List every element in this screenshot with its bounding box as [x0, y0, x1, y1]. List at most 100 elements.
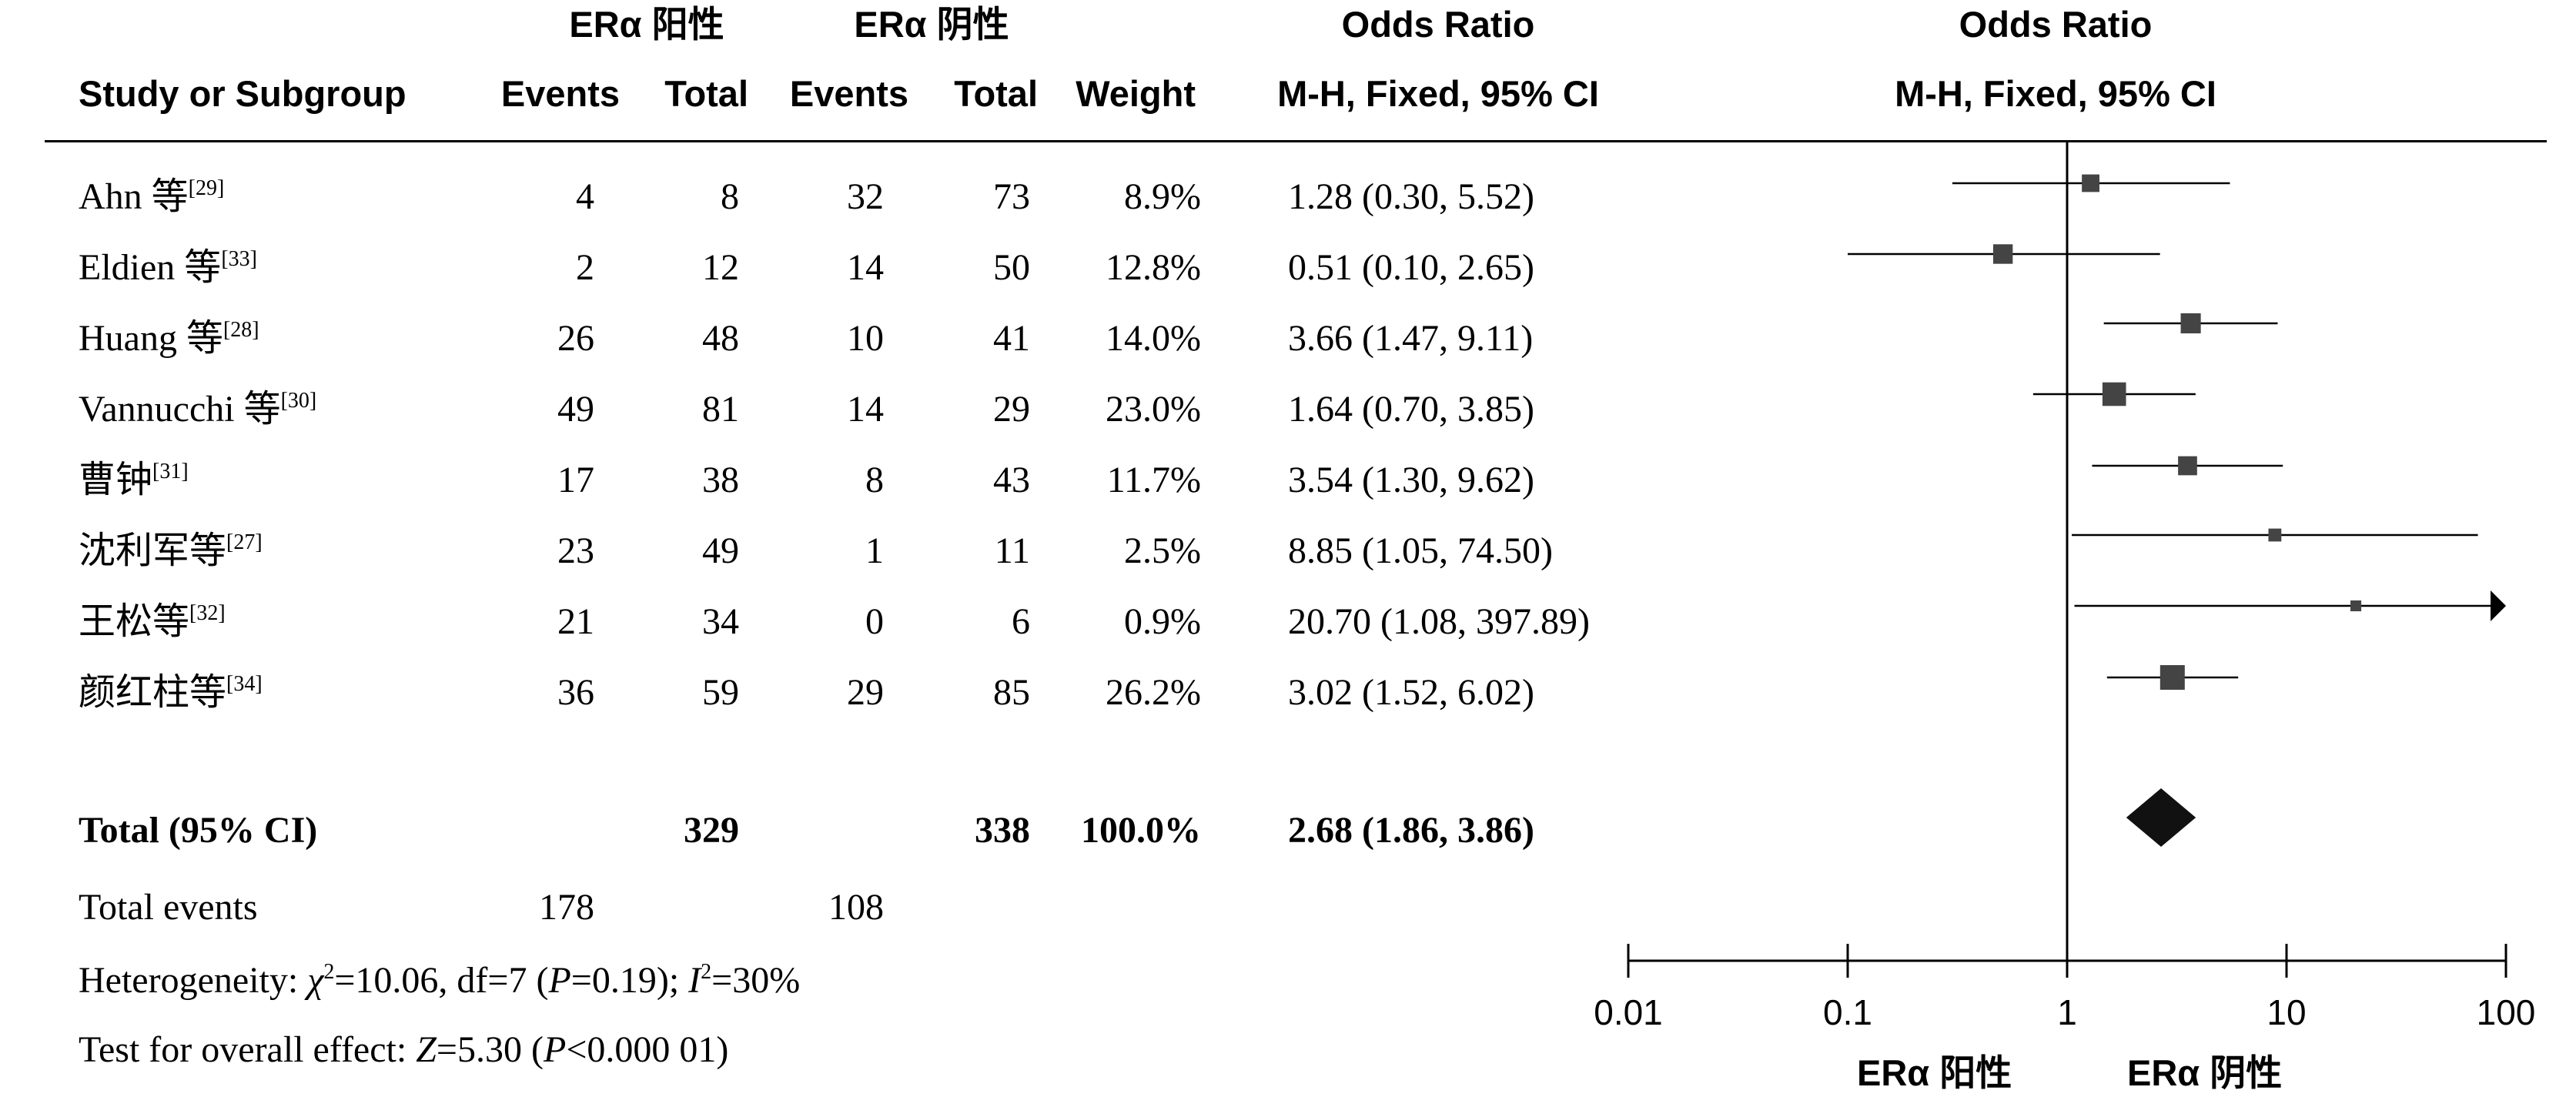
or-ci-cell: 3.02 (1.52, 6.02): [1288, 672, 1534, 713]
or-ci-cell: 20.70 (1.08, 397.89): [1288, 601, 1590, 642]
study-name: Eldien 等[33]: [79, 249, 257, 286]
total-total1: 329: [684, 810, 739, 851]
or-ci-cell: 8.85 (1.05, 74.50): [1288, 530, 1553, 571]
events2-cell: 8: [865, 460, 884, 500]
events2-cell: 29: [847, 672, 884, 713]
events1-cell: 36: [557, 672, 594, 713]
heterogeneity-text: Heterogeneity: χ2=10.06, df=7 (P=0.19); …: [79, 960, 801, 1001]
or-method-header: M-H, Fixed, 95% CI: [1277, 73, 1599, 114]
study-point-marker: [2350, 600, 2362, 612]
events2-column-header: Events: [789, 73, 908, 114]
total2-cell: 29: [993, 389, 1030, 430]
study-reference: [33]: [221, 247, 257, 271]
weight-column-header: Weight: [1076, 73, 1196, 114]
or-ci-cell: 1.28 (0.30, 5.52): [1288, 176, 1534, 217]
study-name: Huang 等[28]: [79, 318, 259, 359]
events1-cell: 21: [557, 601, 594, 642]
study-point-marker: [2082, 174, 2099, 192]
favours-left-label: ERα 阳性: [1857, 1052, 2012, 1093]
events1-column-header: Events: [500, 73, 620, 114]
total2-cell: 6: [1012, 601, 1030, 642]
events2-cell: 1: [865, 530, 884, 571]
total1-cell: 34: [702, 601, 739, 642]
study-label: 颜红柱等: [79, 672, 227, 713]
weight-cell: 26.2%: [1106, 672, 1201, 713]
total-events1: 178: [539, 887, 594, 928]
weight-cell: 11.7%: [1106, 460, 1201, 500]
or-ci-cell: 3.54 (1.30, 9.62): [1288, 460, 1534, 500]
x-tick-label: 1: [2057, 992, 2077, 1032]
overall-effect-text: Test for overall effect: Z=5.30 (P<0.000…: [79, 1029, 729, 1070]
study-label: 沈利军等: [79, 530, 227, 571]
total1-cell: 38: [702, 460, 739, 500]
events2-cell: 0: [865, 601, 884, 642]
study-label: Eldien 等: [79, 247, 222, 288]
total1-cell: 12: [702, 247, 739, 288]
total1-cell: 48: [702, 318, 739, 359]
weight-cell: 8.9%: [1124, 176, 1201, 217]
study-label: Ahn 等: [79, 176, 189, 217]
study-point-marker: [1992, 244, 2013, 264]
total1-column-header: Total: [664, 73, 748, 114]
header-rule: [45, 140, 2547, 142]
total2-cell: 50: [993, 247, 1030, 288]
events1-cell: 4: [576, 176, 594, 217]
total2-column-header: Total: [954, 73, 1038, 114]
study-point-marker: [2159, 665, 2185, 690]
weight-cell: 2.5%: [1124, 530, 1201, 571]
study-label: 王松等: [79, 601, 190, 642]
events1-cell: 2: [576, 247, 594, 288]
or-ci-cell: 0.51 (0.10, 2.65): [1288, 247, 1534, 288]
total-weight: 100.0%: [1081, 810, 1201, 851]
total-total2: 338: [975, 810, 1030, 851]
or-ci-cell: 1.64 (0.70, 3.85): [1288, 389, 1534, 430]
x-tick-label: 100: [2476, 992, 2536, 1032]
or-header: Odds Ratio: [1341, 4, 1535, 45]
study-name: 曹钟[31]: [79, 460, 189, 499]
total-events2: 108: [828, 887, 884, 928]
study-column-header: Study or Subgroup: [79, 73, 406, 114]
events1-cell: 23: [557, 530, 594, 571]
weight-cell: 12.8%: [1106, 247, 1201, 288]
total2-cell: 11: [994, 530, 1030, 571]
pooled-diamond: [2126, 788, 2196, 847]
study-point-marker: [2102, 382, 2126, 406]
plot-method-header: M-H, Fixed, 95% CI: [1895, 73, 2216, 114]
study-label: Huang 等: [79, 318, 223, 359]
study-reference: [29]: [188, 176, 225, 200]
total-label: Total (95% CI): [79, 810, 318, 851]
events2-cell: 14: [847, 389, 884, 430]
total1-cell: 81: [702, 389, 739, 430]
study-name: 沈利军等[27]: [79, 530, 263, 571]
study-reference: [28]: [222, 318, 259, 342]
study-reference: [30]: [280, 389, 317, 413]
x-tick-label: 0.1: [1823, 992, 1872, 1032]
total2-cell: 43: [993, 460, 1030, 500]
plot-header: Odds Ratio: [1959, 4, 2153, 45]
study-point-marker: [2180, 313, 2201, 334]
weight-cell: 0.9%: [1124, 601, 1201, 642]
events2-cell: 10: [847, 318, 884, 359]
x-tick-label: 10: [2267, 992, 2307, 1032]
total2-cell: 41: [993, 318, 1030, 359]
study-reference: [32]: [189, 601, 226, 625]
events1-cell: 26: [557, 318, 594, 359]
total2-cell: 73: [993, 176, 1030, 217]
study-point-marker: [2268, 528, 2282, 542]
total-events-label: Total events: [79, 887, 258, 928]
total1-cell: 59: [702, 672, 739, 713]
study-reference: [31]: [152, 460, 189, 483]
weight-cell: 14.0%: [1106, 318, 1201, 359]
study-name: Ahn 等[29]: [79, 176, 225, 217]
study-name: 王松等[32]: [79, 601, 226, 642]
events1-cell: 17: [557, 460, 594, 500]
group1-header: ERα 阳性: [569, 4, 724, 45]
study-point-marker: [2178, 456, 2197, 476]
events2-cell: 32: [847, 176, 884, 217]
weight-cell: 23.0%: [1106, 389, 1201, 430]
study-reference: [27]: [226, 530, 263, 554]
total-ci: 2.68 (1.86, 3.86): [1288, 810, 1534, 851]
or-ci-cell: 3.66 (1.47, 9.11): [1288, 318, 1534, 359]
favours-right-label: ERα 阴性: [2127, 1052, 2283, 1093]
study-reference: [34]: [226, 672, 263, 696]
